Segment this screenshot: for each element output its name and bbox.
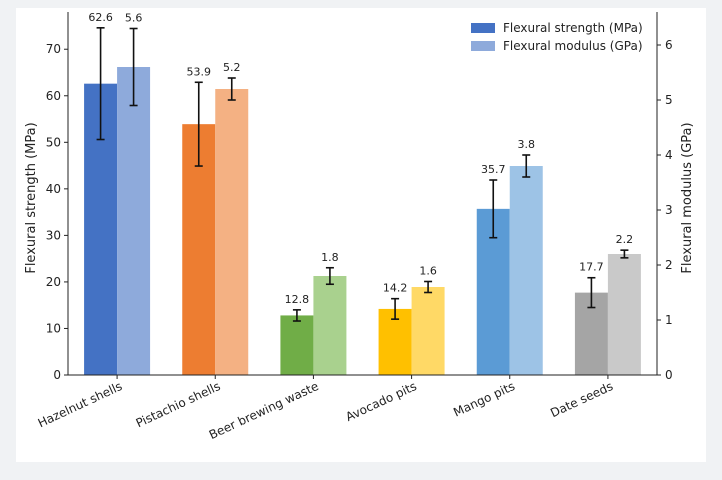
x-tick-label: Hazelnut shells bbox=[36, 379, 125, 430]
bar-modulus bbox=[509, 166, 543, 375]
y-tick-label-right: 5 bbox=[665, 93, 673, 107]
value-label-strength: 12.8 bbox=[285, 293, 310, 306]
legend-swatch-strength bbox=[471, 23, 495, 33]
value-label-strength: 35.7 bbox=[481, 163, 506, 176]
y-tick-label-right: 2 bbox=[665, 258, 673, 272]
legend-label-modulus: Flexural modulus (GPa) bbox=[503, 39, 643, 53]
bar-modulus bbox=[411, 287, 445, 375]
bar-modulus bbox=[313, 276, 347, 375]
y-tick-label-left: 70 bbox=[46, 42, 61, 56]
y-tick-label-left: 50 bbox=[46, 135, 61, 149]
y-tick-label-right: 3 bbox=[665, 203, 673, 217]
value-label-strength: 17.7 bbox=[579, 261, 604, 274]
y-axis-label-left: Flexural strength (MPa) bbox=[24, 122, 39, 273]
value-label-modulus: 5.6 bbox=[125, 12, 143, 25]
y-tick-label-left: 40 bbox=[46, 182, 61, 196]
x-tick-label: Mango pits bbox=[451, 379, 517, 420]
y-tick-label-left: 20 bbox=[46, 275, 61, 289]
bar-modulus bbox=[215, 89, 249, 375]
y-tick-label-left: 60 bbox=[46, 89, 61, 103]
value-label-strength: 53.9 bbox=[187, 65, 212, 78]
bar-modulus bbox=[607, 254, 641, 375]
x-tick-label: Date seeds bbox=[548, 379, 615, 420]
value-label-strength: 14.2 bbox=[383, 282, 408, 295]
x-tick-label: Beer brewing waste bbox=[207, 379, 321, 442]
bar-modulus bbox=[117, 67, 151, 375]
bar-strength bbox=[280, 315, 314, 375]
x-tick-label: Avocado pits bbox=[344, 379, 419, 424]
legend: Flexural strength (MPa) Flexural modulus… bbox=[471, 21, 643, 53]
y-tick-label-left: 0 bbox=[53, 368, 61, 382]
x-tick-label: Pistachio shells bbox=[134, 379, 223, 430]
value-label-modulus: 1.8 bbox=[321, 251, 339, 264]
value-label-strength: 62.6 bbox=[88, 11, 113, 24]
value-labels-layer: 62.6 5.6 53.9 5.2 12.8 1.8 14.2 1.6 35.7 3.8 17.7 2… bbox=[88, 11, 633, 306]
chart-frame: 62.6 5.6 53.9 5.2 12.8 1.8 14.2 1.6 35.7 3.8 17.7 2… bbox=[16, 8, 706, 462]
value-label-modulus: 1.6 bbox=[419, 265, 437, 278]
bars-layer bbox=[84, 67, 641, 376]
y-tick-label-right: 6 bbox=[665, 38, 673, 52]
value-label-modulus: 2.2 bbox=[616, 233, 634, 246]
value-label-modulus: 5.2 bbox=[223, 61, 241, 74]
bar-chart: 62.6 5.6 53.9 5.2 12.8 1.8 14.2 1.6 35.7 3.8 17.7 2… bbox=[24, 11, 695, 442]
legend-swatch-modulus bbox=[471, 41, 495, 51]
y-axis-label-right: Flexural modulus (GPa) bbox=[680, 122, 695, 273]
y-tick-label-left: 10 bbox=[46, 321, 61, 335]
y-tick-label-right: 0 bbox=[665, 368, 673, 382]
value-label-modulus: 3.8 bbox=[518, 138, 536, 151]
y-tick-label-right: 4 bbox=[665, 148, 673, 162]
error-bars-layer bbox=[96, 27, 629, 322]
y-tick-label-left: 30 bbox=[46, 228, 61, 242]
y-tick-label-right: 1 bbox=[665, 313, 673, 327]
legend-label-strength: Flexural strength (MPa) bbox=[503, 21, 643, 35]
